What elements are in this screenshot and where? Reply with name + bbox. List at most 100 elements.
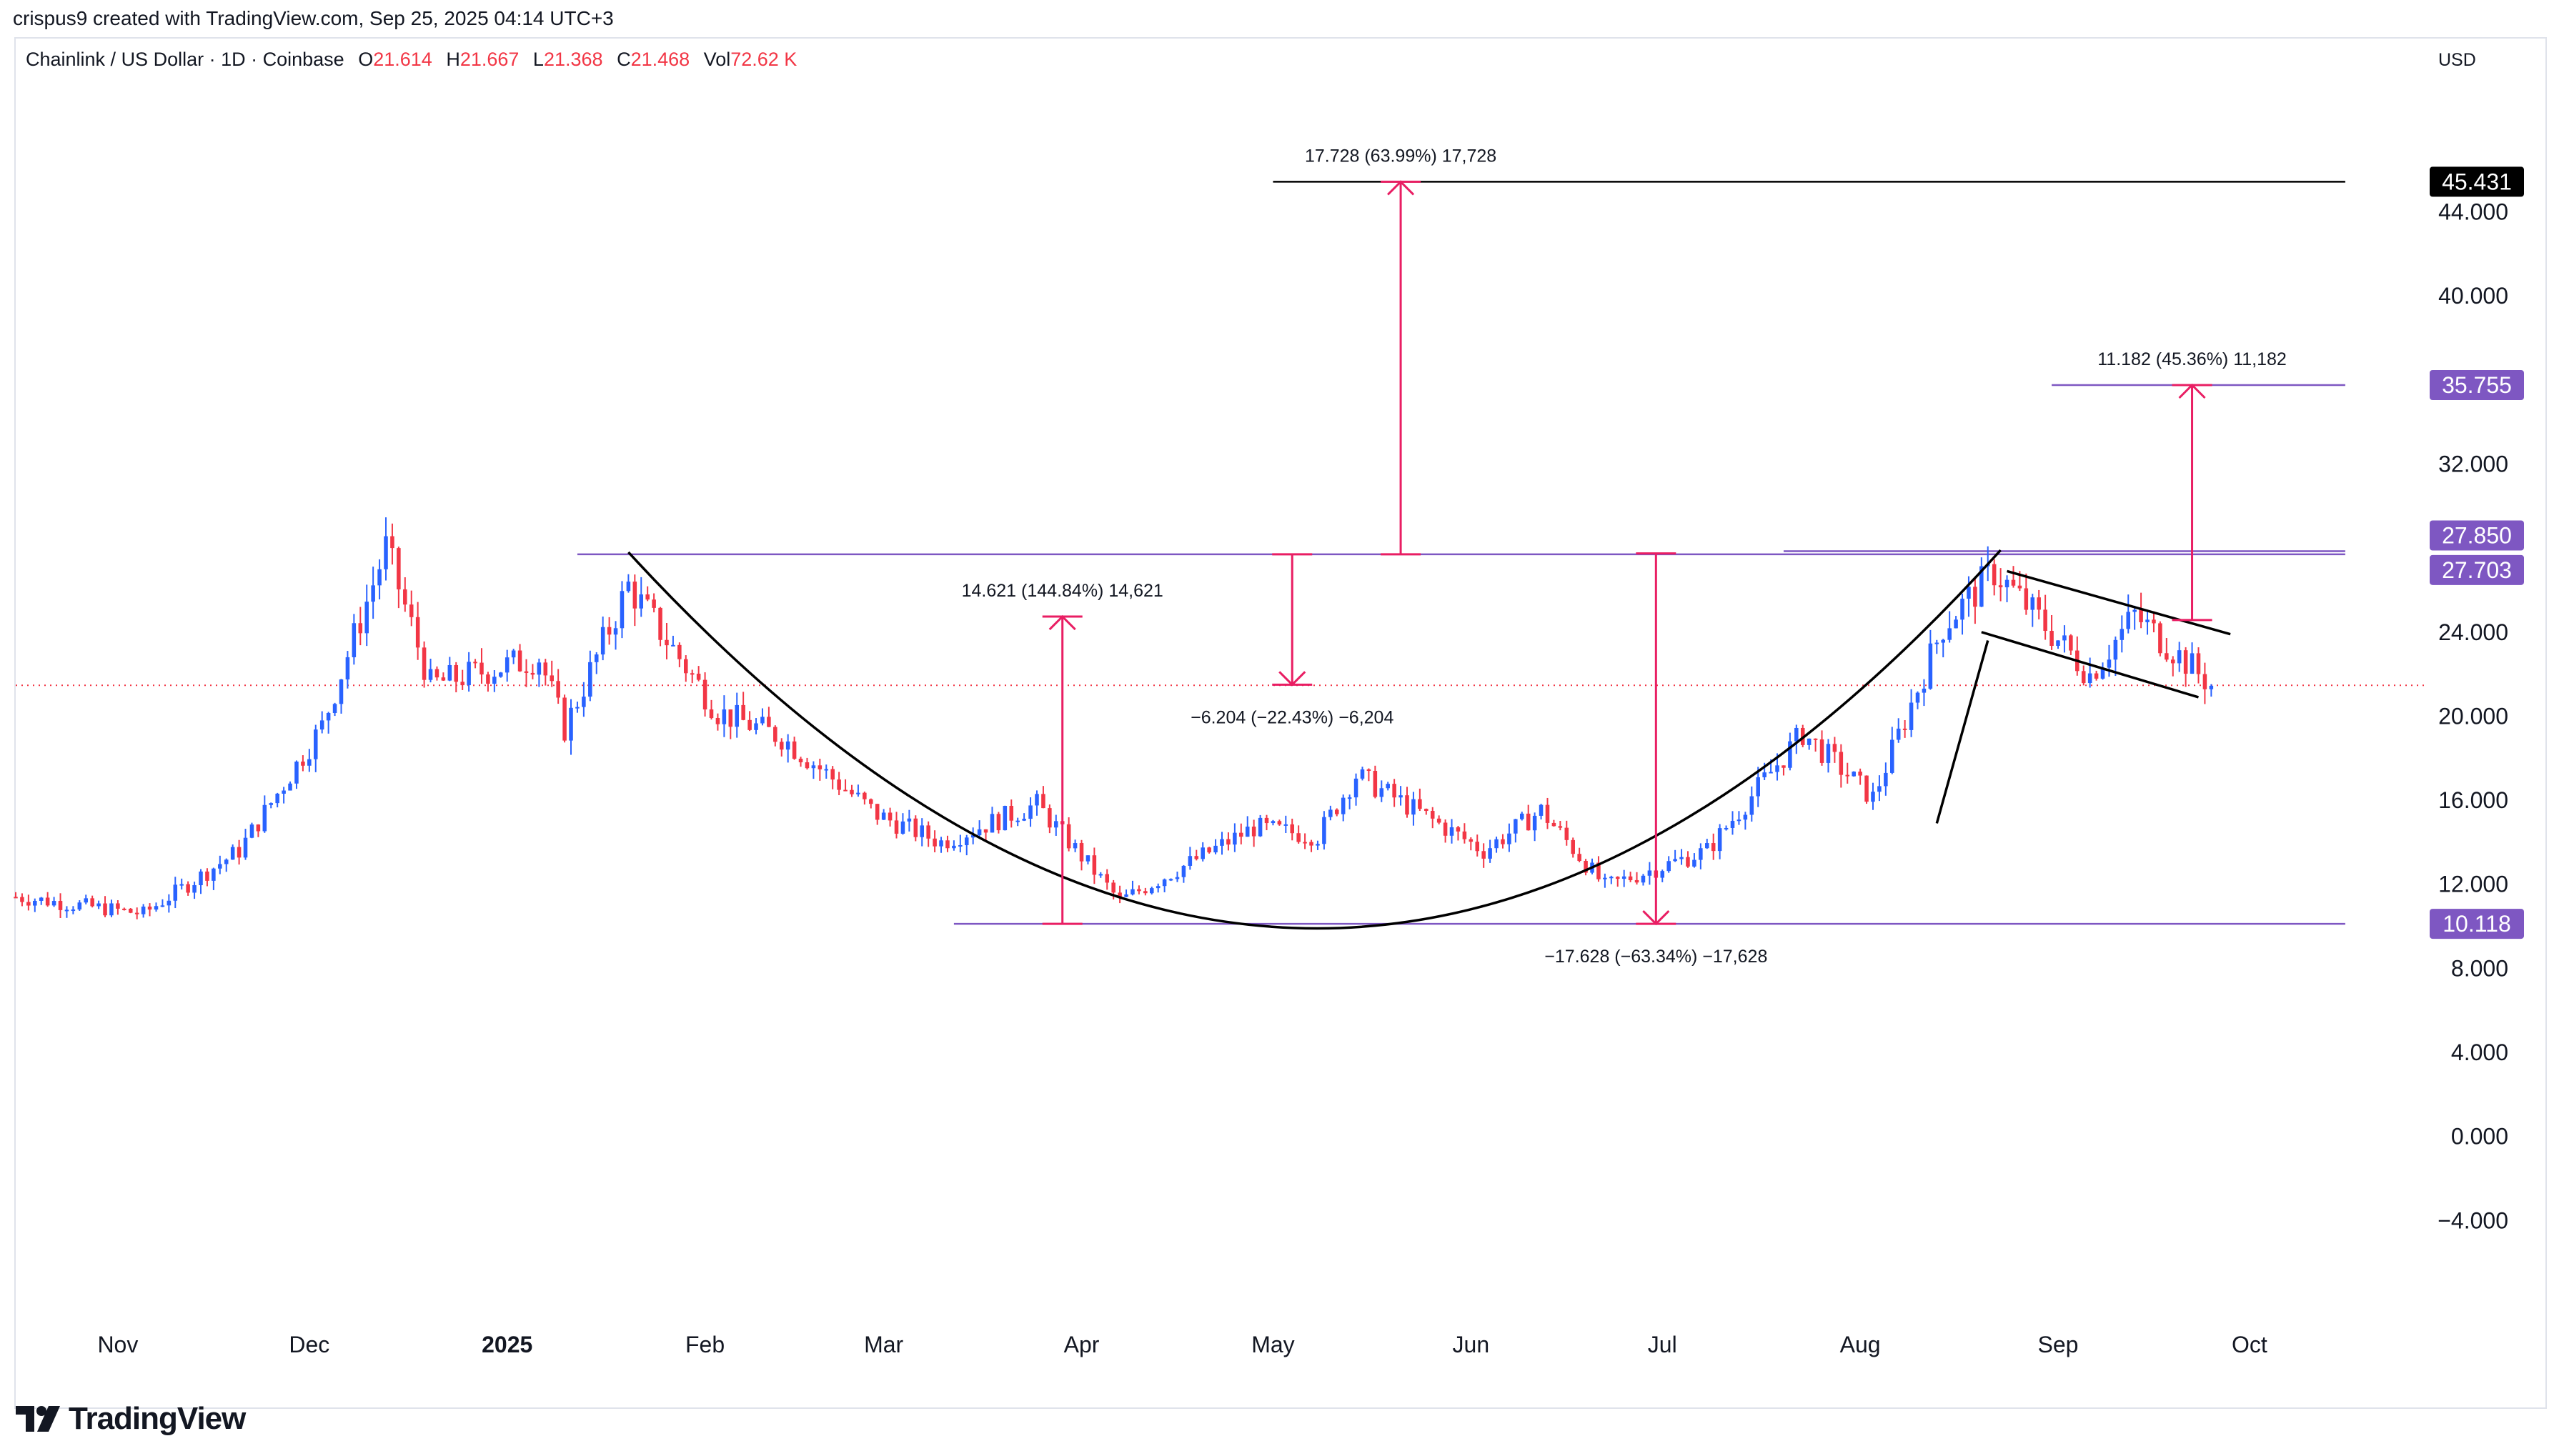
candle-body <box>2170 659 2175 664</box>
candle-body <box>256 824 261 832</box>
candle-body <box>2011 579 2016 586</box>
candle-body <box>1379 788 1384 797</box>
candle-body <box>843 789 848 792</box>
candle-body <box>1909 702 1914 730</box>
candle-body <box>313 729 318 759</box>
candle-body <box>390 536 394 549</box>
candle-body <box>90 898 94 907</box>
candle-body <box>1347 797 1352 799</box>
x-axis: Nov Dec 2025 Feb Mar Apr May Jun Jul Aug Sep Oct <box>97 1332 2267 1357</box>
candle-body <box>1015 820 1020 822</box>
candle-body <box>1092 855 1097 875</box>
candle-body <box>1328 809 1333 817</box>
x-tick-label: May <box>1251 1332 1294 1357</box>
x-tick-label: Apr <box>1064 1332 1100 1357</box>
candle-body <box>1584 860 1588 873</box>
tradingview-logo[interactable]: TradingView <box>16 1397 246 1440</box>
candle-body <box>1769 772 1773 774</box>
candle-body <box>2024 588 2029 610</box>
candle-body <box>837 779 841 790</box>
candle-body <box>1488 848 1492 859</box>
y-tick-label: 8.000 <box>2451 955 2508 981</box>
currency-selector[interactable]: USD <box>2438 50 2476 70</box>
chart-frame[interactable] <box>14 37 2547 1409</box>
candle-body <box>1290 824 1295 834</box>
candle-body <box>1309 842 1313 846</box>
candle-body <box>1558 826 1563 828</box>
candle-body <box>2139 609 2143 622</box>
candle-body <box>147 906 152 910</box>
measure-arrowhead <box>1048 614 1076 631</box>
candle-body <box>1201 847 1205 859</box>
candle-body <box>900 821 905 834</box>
candle-body <box>575 707 580 709</box>
candle-body <box>122 908 126 910</box>
symbol-name[interactable]: Chainlink / US Dollar · 1D · Coinbase <box>26 49 344 70</box>
candle-body <box>1896 728 1901 740</box>
candle-body <box>582 697 586 707</box>
candle-body <box>702 679 707 709</box>
candle-body <box>1756 777 1760 797</box>
tradingview-logo-text: TradingView <box>69 1401 246 1436</box>
candle-body <box>301 762 305 766</box>
candle-body <box>218 864 222 869</box>
candle-body <box>1475 842 1480 852</box>
candle-body <box>371 585 375 602</box>
candle-body <box>499 672 503 677</box>
candle-body <box>658 607 662 640</box>
candle-body <box>1551 822 1556 827</box>
price-tag <box>2430 520 2524 551</box>
candle-body <box>1890 739 1894 773</box>
candle-body <box>447 664 452 681</box>
y-tick-label: 40.000 <box>2438 283 2508 309</box>
candle-body <box>249 824 254 838</box>
candle-body <box>1839 752 1844 775</box>
candle-body <box>2043 609 2047 632</box>
x-tick-label: Aug <box>1840 1332 1881 1357</box>
candle-body <box>1022 819 1026 821</box>
candles <box>14 517 2214 919</box>
candle-body <box>2132 609 2137 612</box>
candle-body <box>996 814 1001 831</box>
volume-value: 72.62 K <box>730 49 797 70</box>
candle-body <box>128 909 133 913</box>
candle-body <box>767 717 771 727</box>
close-value: 21.468 <box>630 49 690 70</box>
y-tick-label: 20.000 <box>2438 703 2508 729</box>
candle-body <box>1852 772 1856 777</box>
candle-body <box>1794 727 1799 742</box>
candle-body <box>1296 833 1301 842</box>
horizontal-levels <box>577 181 2345 925</box>
candle-body <box>626 582 631 592</box>
candle-body <box>154 906 159 910</box>
drawings <box>627 549 2231 930</box>
price-tag-label: 10.118 <box>2443 911 2511 937</box>
candle-body <box>715 718 720 724</box>
cup-curve <box>627 549 2002 930</box>
candle-body <box>1699 848 1703 860</box>
candle-body <box>1832 744 1837 752</box>
candle-body <box>945 840 950 849</box>
candle-body <box>77 902 82 910</box>
candle-body <box>588 662 592 697</box>
candle-body <box>677 644 682 659</box>
symbol-legend[interactable]: Chainlink / US Dollar · 1D · Coinbase O2… <box>26 49 797 71</box>
candle-body <box>1514 819 1518 834</box>
candle-body <box>26 902 31 906</box>
candle-body <box>160 905 165 907</box>
candle-body <box>1322 817 1326 844</box>
high-label: H <box>446 49 460 70</box>
candle-body <box>212 868 216 881</box>
candle-body <box>952 845 956 849</box>
candle-body <box>428 669 433 680</box>
candle-body <box>1283 824 1288 826</box>
candle-body <box>875 804 880 820</box>
candle-body <box>1341 797 1346 814</box>
x-tick-label: Jul <box>1648 1332 1677 1357</box>
candle-body <box>2094 673 2099 679</box>
candle-body <box>1271 821 1276 824</box>
candle-body <box>1436 818 1441 823</box>
candle-body <box>1686 857 1690 867</box>
candle-body <box>594 654 599 662</box>
